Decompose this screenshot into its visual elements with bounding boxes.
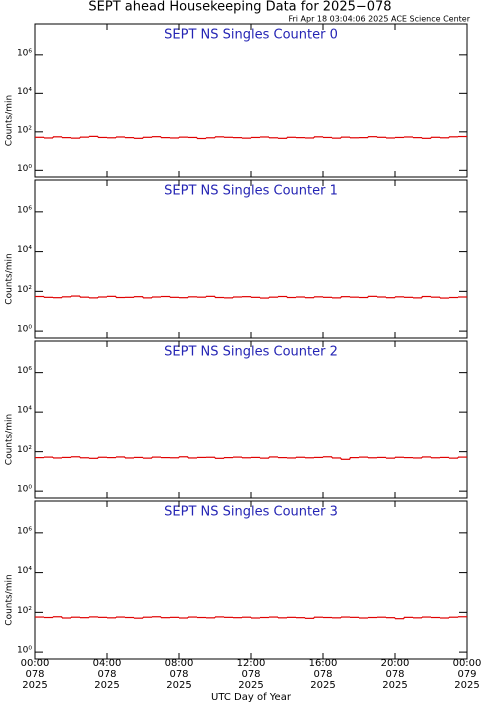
y-tick-label: 10²	[17, 125, 32, 135]
x-tick-year: 2025	[454, 680, 479, 691]
x-tick-year: 2025	[22, 680, 47, 691]
x-tick-label: 00:00	[453, 658, 481, 669]
x-tick-year: 2025	[382, 680, 407, 691]
x-tick-label: 00:00	[21, 658, 50, 669]
y-tick-label: 10⁶	[17, 205, 32, 215]
timestamp: Fri Apr 18 03:04:06 2025 ACE Science Cen…	[288, 15, 470, 24]
y-axis-label: Counts/min	[5, 414, 15, 465]
page-title: SEPT ahead Housekeeping Data for 2025−07…	[88, 0, 391, 15]
panel-title: SEPT NS Singles Counter 1	[164, 184, 338, 199]
y-tick-label: 10⁶	[17, 526, 32, 536]
x-tick-day: 078	[313, 669, 332, 680]
y-tick-label: 10⁴	[17, 87, 32, 97]
x-tick-label: 12:00	[237, 658, 266, 669]
panel-title: SEPT NS Singles Counter 2	[164, 345, 338, 360]
y-tick-label: 10⁰	[17, 164, 32, 174]
x-tick-day: 078	[385, 669, 404, 680]
x-tick-year: 2025	[310, 680, 335, 691]
y-tick-label: 10⁶	[17, 366, 32, 376]
panel-title: SEPT NS Singles Counter 3	[164, 505, 338, 520]
y-axis-label: Counts/min	[5, 574, 15, 625]
x-tick-label: 04:00	[93, 658, 122, 669]
y-tick-label: 10⁰	[17, 325, 32, 335]
y-tick-label: 10⁴	[17, 406, 32, 416]
x-tick-label: 16:00	[309, 658, 338, 669]
x-tick-day: 079	[457, 669, 476, 680]
y-tick-label: 10²	[17, 285, 32, 295]
panel-title: SEPT NS Singles Counter 0	[164, 28, 338, 43]
y-tick-label: 10²	[17, 606, 32, 616]
y-axis-label: Counts/min	[5, 253, 15, 304]
x-tick-day: 078	[241, 669, 260, 680]
y-tick-label: 10⁰	[17, 485, 32, 495]
x-tick-year: 2025	[238, 680, 263, 691]
y-tick-label: 10⁶	[17, 48, 32, 58]
x-tick-year: 2025	[94, 680, 119, 691]
x-tick-day: 078	[97, 669, 116, 680]
y-tick-label: 10⁴	[17, 245, 32, 255]
x-tick-label: 20:00	[381, 658, 410, 669]
x-tick-day: 078	[25, 669, 44, 680]
y-axis-label: Counts/min	[5, 95, 15, 146]
x-tick-day: 078	[169, 669, 188, 680]
y-tick-label: 10²	[17, 445, 32, 455]
x-tick-year: 2025	[166, 680, 191, 691]
x-tick-label: 08:00	[165, 658, 194, 669]
x-axis-label: UTC Day of Year	[211, 692, 292, 703]
y-tick-label: 10⁴	[17, 566, 32, 576]
y-tick-label: 10⁰	[17, 646, 32, 656]
